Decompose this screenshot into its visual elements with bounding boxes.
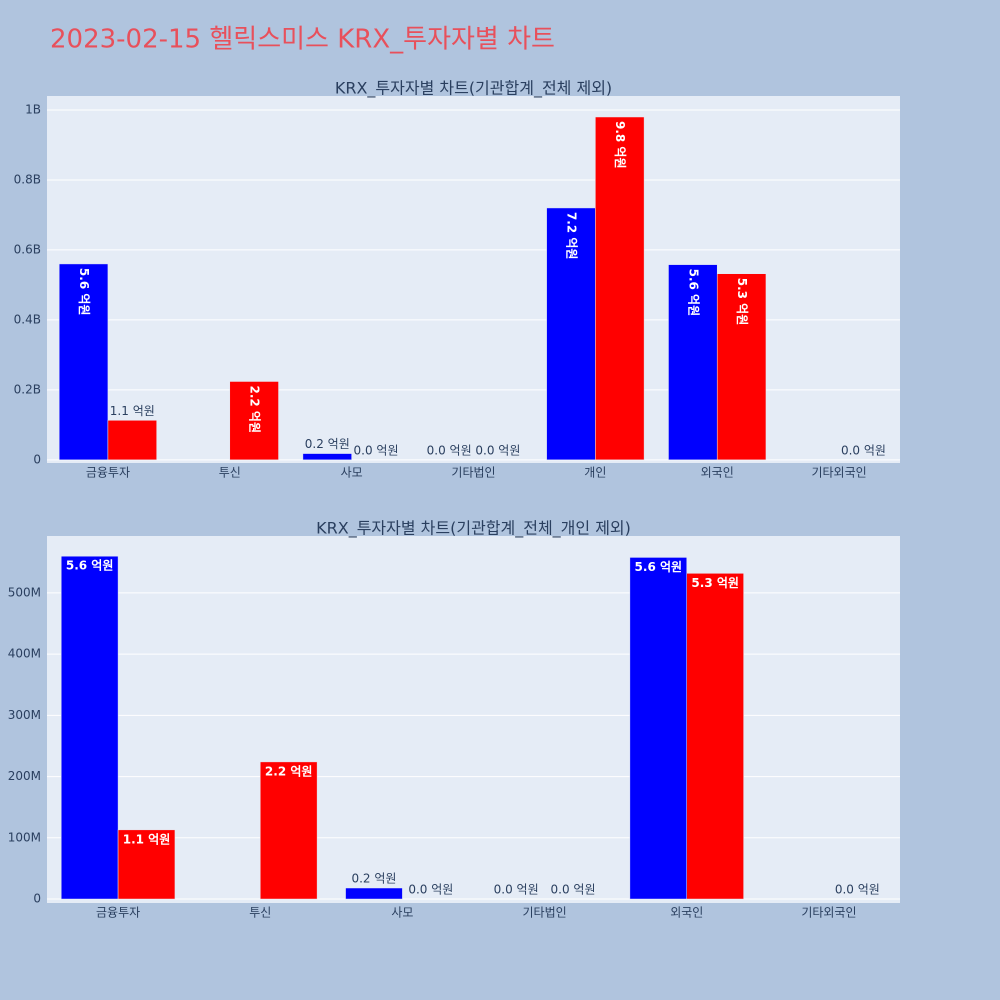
y-tick-label: 0.8B — [14, 172, 41, 186]
x-tick-label: 외국인 — [670, 906, 703, 920]
bar — [595, 116, 645, 461]
y-tick-label: 100M — [8, 830, 41, 844]
bar — [629, 557, 688, 900]
page-title: 2023-02-15 헬릭스미스 KRX_투자자별 차트 — [50, 25, 555, 55]
y-tick-label: 400M — [8, 647, 41, 661]
value-label: 0.0 억원 — [551, 883, 596, 897]
value-label: 0.0 억원 — [835, 883, 880, 897]
value-label: 5.6 억원 — [77, 268, 91, 316]
value-label: 0.0 억원 — [841, 443, 886, 457]
bar — [686, 573, 744, 900]
x-tick-label: 투신 — [219, 466, 241, 480]
value-label: 2.2 억원 — [248, 385, 262, 433]
value-label: 9.8 억원 — [613, 121, 627, 169]
value-label: 0.0 억원 — [494, 883, 539, 897]
y-tick-label: 300M — [8, 708, 41, 722]
x-tick-label: 기타외국인 — [801, 906, 856, 920]
value-label: 0.2 억원 — [351, 872, 396, 886]
y-tick-label: 500M — [8, 585, 41, 599]
value-label: 5.6 억원 — [635, 560, 683, 574]
y-tick-label: 200M — [8, 769, 41, 783]
x-tick-label: 금융투자 — [86, 466, 130, 480]
value-label: 0.2 억원 — [305, 437, 350, 451]
bar — [716, 273, 767, 461]
value-label: 0.0 억원 — [427, 443, 472, 457]
bar — [345, 887, 403, 900]
chart-title: KRX_투자자별 차트(기관합계_전체 제외) — [335, 79, 612, 99]
chart-title: KRX_투자자별 차트(기관합계_전체_개인 제외) — [316, 519, 631, 539]
x-tick-label: 기타외국인 — [811, 466, 866, 480]
x-tick-label: 기타법인 — [451, 466, 495, 480]
y-tick-label: 0.4B — [14, 312, 41, 326]
bar — [302, 453, 352, 461]
value-label: 2.2 억원 — [265, 764, 313, 778]
value-label: 0.0 억원 — [475, 443, 520, 457]
value-label: 1.1 억원 — [110, 404, 155, 418]
bar — [229, 381, 279, 461]
y-tick-label: 0 — [33, 892, 41, 906]
value-label: 5.6 억원 — [686, 269, 700, 317]
value-label: 5.3 억원 — [691, 576, 739, 590]
x-tick-label: 투신 — [249, 906, 271, 920]
value-label: 1.1 억원 — [123, 832, 171, 846]
bar — [260, 761, 318, 900]
bar — [668, 264, 718, 461]
y-tick-label: 0.6B — [14, 242, 41, 256]
y-tick-label: 0 — [33, 452, 41, 466]
value-label: 5.3 억원 — [735, 278, 749, 326]
value-label: 0.0 억원 — [354, 443, 399, 457]
x-tick-label: 개인 — [584, 466, 606, 480]
value-label: 0.0 억원 — [408, 883, 453, 897]
bar — [546, 207, 596, 461]
x-tick-label: 기타법인 — [522, 906, 566, 920]
bar — [117, 829, 176, 900]
value-label: 7.2 억원 — [564, 212, 578, 260]
x-tick-label: 금융투자 — [96, 906, 140, 920]
bar — [60, 555, 119, 900]
plot-area — [47, 96, 900, 463]
value-label: 5.6 억원 — [66, 559, 114, 573]
bar — [58, 263, 109, 461]
plot-area — [47, 536, 900, 903]
x-tick-label: 사모 — [391, 906, 413, 920]
x-tick-label: 외국인 — [701, 466, 734, 480]
y-tick-label: 0.2B — [14, 382, 41, 396]
x-tick-label: 사모 — [341, 466, 363, 480]
y-tick-label: 1B — [25, 102, 41, 116]
bar — [107, 420, 157, 461]
